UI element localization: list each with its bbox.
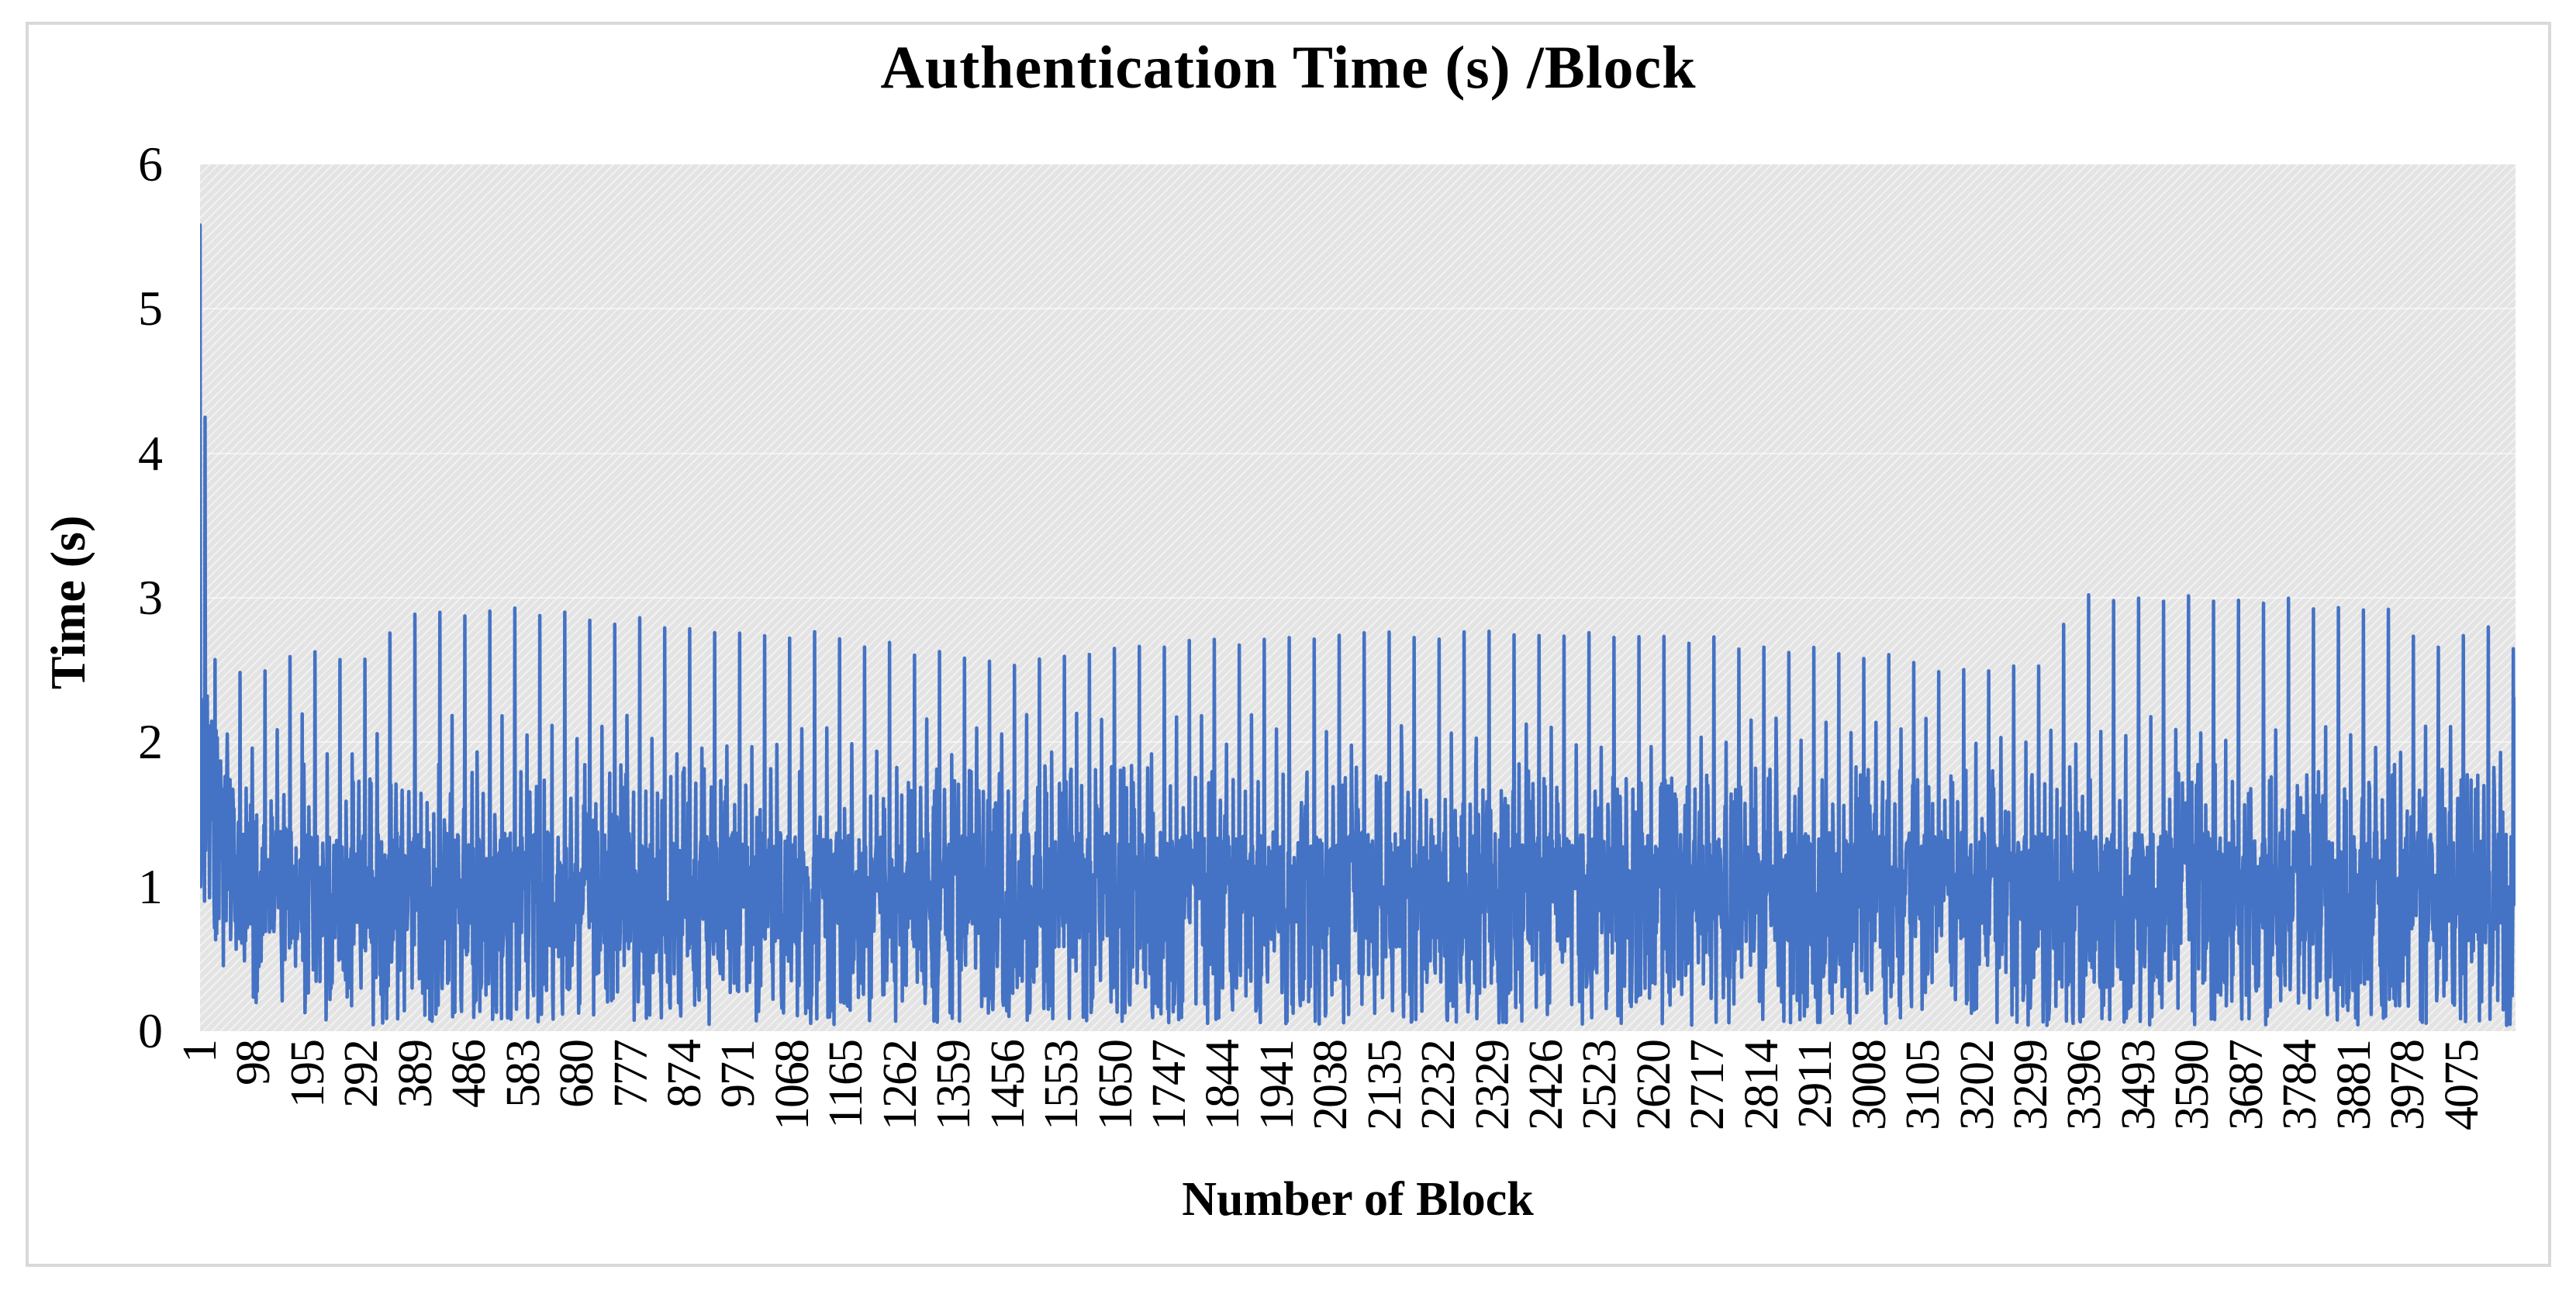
y-tick-label: 4 xyxy=(138,425,163,481)
x-tick-label: 3881 xyxy=(2327,1040,2381,1130)
x-tick-label: 195 xyxy=(281,1040,334,1108)
x-tick-label: 2329 xyxy=(1466,1040,1519,1130)
gridline-y-5 xyxy=(200,308,2516,310)
x-tick-label: 874 xyxy=(658,1040,711,1108)
plot-area xyxy=(200,164,2516,1031)
x-tick-label: 3202 xyxy=(1950,1040,2004,1130)
x-tick-label: 1165 xyxy=(820,1040,873,1129)
x-tick-label: 1747 xyxy=(1142,1040,1196,1130)
x-tick-label: 2135 xyxy=(1358,1040,1411,1130)
x-tick-label: 2814 xyxy=(1735,1040,1788,1130)
y-tick-label: 1 xyxy=(138,858,163,914)
x-tick-label: 2426 xyxy=(1520,1040,1573,1130)
series-line-chart xyxy=(200,223,2516,1027)
x-tick-label: 3493 xyxy=(2112,1040,2165,1130)
x-tick-label: 3590 xyxy=(2166,1040,2219,1130)
x-tick-label: 971 xyxy=(712,1040,765,1108)
x-tick-label: 1456 xyxy=(981,1040,1034,1130)
x-tick-label: 1553 xyxy=(1035,1040,1089,1130)
x-tick-label: 292 xyxy=(335,1040,388,1108)
x-tick-label: 1844 xyxy=(1196,1040,1250,1130)
gridline-y-3 xyxy=(200,597,2516,599)
y-tick-label: 0 xyxy=(138,1003,163,1058)
x-tick-label: 1359 xyxy=(927,1040,981,1130)
x-tick-label: 3105 xyxy=(1897,1040,1950,1130)
x-tick-label: 2911 xyxy=(1789,1040,1842,1129)
x-tick-label: 1650 xyxy=(1089,1040,1142,1130)
x-tick-label: 3978 xyxy=(2381,1040,2435,1130)
chart-title: Authentication Time (s) /Block xyxy=(880,33,1697,101)
y-tick-label: 5 xyxy=(138,281,163,336)
x-tick-label: 777 xyxy=(604,1040,658,1108)
x-tick-label: 1262 xyxy=(873,1040,927,1130)
x-tick-label: 1 xyxy=(174,1040,226,1063)
gridline-y-2 xyxy=(200,741,2516,744)
y-tick-label: 2 xyxy=(138,714,163,770)
x-tick-label: 680 xyxy=(551,1040,604,1108)
x-tick-label: 3784 xyxy=(2274,1040,2327,1130)
y-axis-title: Time (s) xyxy=(40,515,95,690)
x-tick-label: 2038 xyxy=(1304,1040,1358,1130)
x-tick-label: 583 xyxy=(496,1040,550,1108)
x-tick-label: 3687 xyxy=(2219,1040,2273,1130)
y-tick-label: 3 xyxy=(138,570,163,625)
x-tick-label: 3299 xyxy=(2005,1040,2058,1130)
x-tick-label: 3396 xyxy=(2058,1040,2112,1130)
gridline-y-4 xyxy=(200,452,2516,454)
x-axis-title: Number of Block xyxy=(1182,1173,1534,1226)
series-line xyxy=(200,223,2516,1027)
x-tick-label: 2523 xyxy=(1573,1040,1627,1130)
x-tick-label: 4075 xyxy=(2435,1040,2488,1130)
x-tick-label: 2620 xyxy=(1627,1040,1680,1130)
x-tick-label: 2717 xyxy=(1681,1040,1735,1130)
x-tick-label: 486 xyxy=(443,1040,496,1108)
y-tick-label: 6 xyxy=(138,136,163,192)
x-tick-label: 389 xyxy=(388,1040,442,1108)
x-tick-label: 2232 xyxy=(1412,1040,1466,1130)
x-tick-label: 1068 xyxy=(765,1040,819,1130)
x-tick-label: 3008 xyxy=(1842,1040,1896,1130)
x-tick-label: 1941 xyxy=(1250,1040,1304,1130)
x-tick-label: 98 xyxy=(227,1040,281,1085)
